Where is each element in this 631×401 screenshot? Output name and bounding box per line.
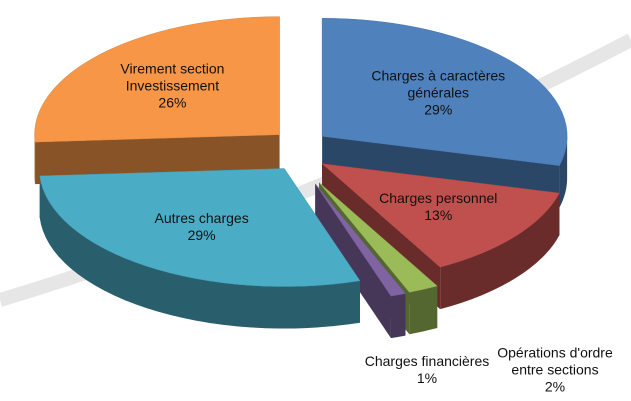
slice-label: Charges financières 1% <box>357 353 497 387</box>
category-label: Autres charges <box>154 210 249 227</box>
slice <box>318 182 438 293</box>
slice-label: Charges personnel 13% <box>368 190 508 224</box>
slice <box>321 163 560 268</box>
slice-label: Charges à caractères générales 29% <box>368 67 508 118</box>
slice-label: Virement section Investissement 26% <box>102 61 242 112</box>
slice <box>34 16 280 143</box>
slice-wall <box>409 285 438 335</box>
slice-wall <box>559 136 568 208</box>
category-label: Virement section Investissement <box>120 60 225 94</box>
value-label: 2% <box>544 378 566 395</box>
category-label: Charges personnel <box>379 190 498 207</box>
value-label: 1% <box>416 370 438 386</box>
category-label: Charges à caractères générales <box>371 67 506 101</box>
value-label: 29% <box>187 227 216 244</box>
category-label: Opérations d'ordre entre sections <box>497 344 613 378</box>
slice-label: Autres charges 29% <box>132 210 272 244</box>
category-label: Charges financières <box>364 353 490 369</box>
tops <box>34 16 568 297</box>
slice-wall <box>440 193 560 310</box>
value-label: 13% <box>424 207 453 224</box>
slice <box>315 183 406 297</box>
slice-label: Opérations d'ordre entre sections 2% <box>485 345 625 396</box>
value-label: 29% <box>424 101 453 118</box>
slice-side <box>315 183 391 339</box>
value-label: 26% <box>158 94 187 111</box>
slice <box>39 168 361 287</box>
slice-wall <box>39 175 360 329</box>
slice <box>321 18 568 166</box>
slice-wall <box>390 293 406 339</box>
